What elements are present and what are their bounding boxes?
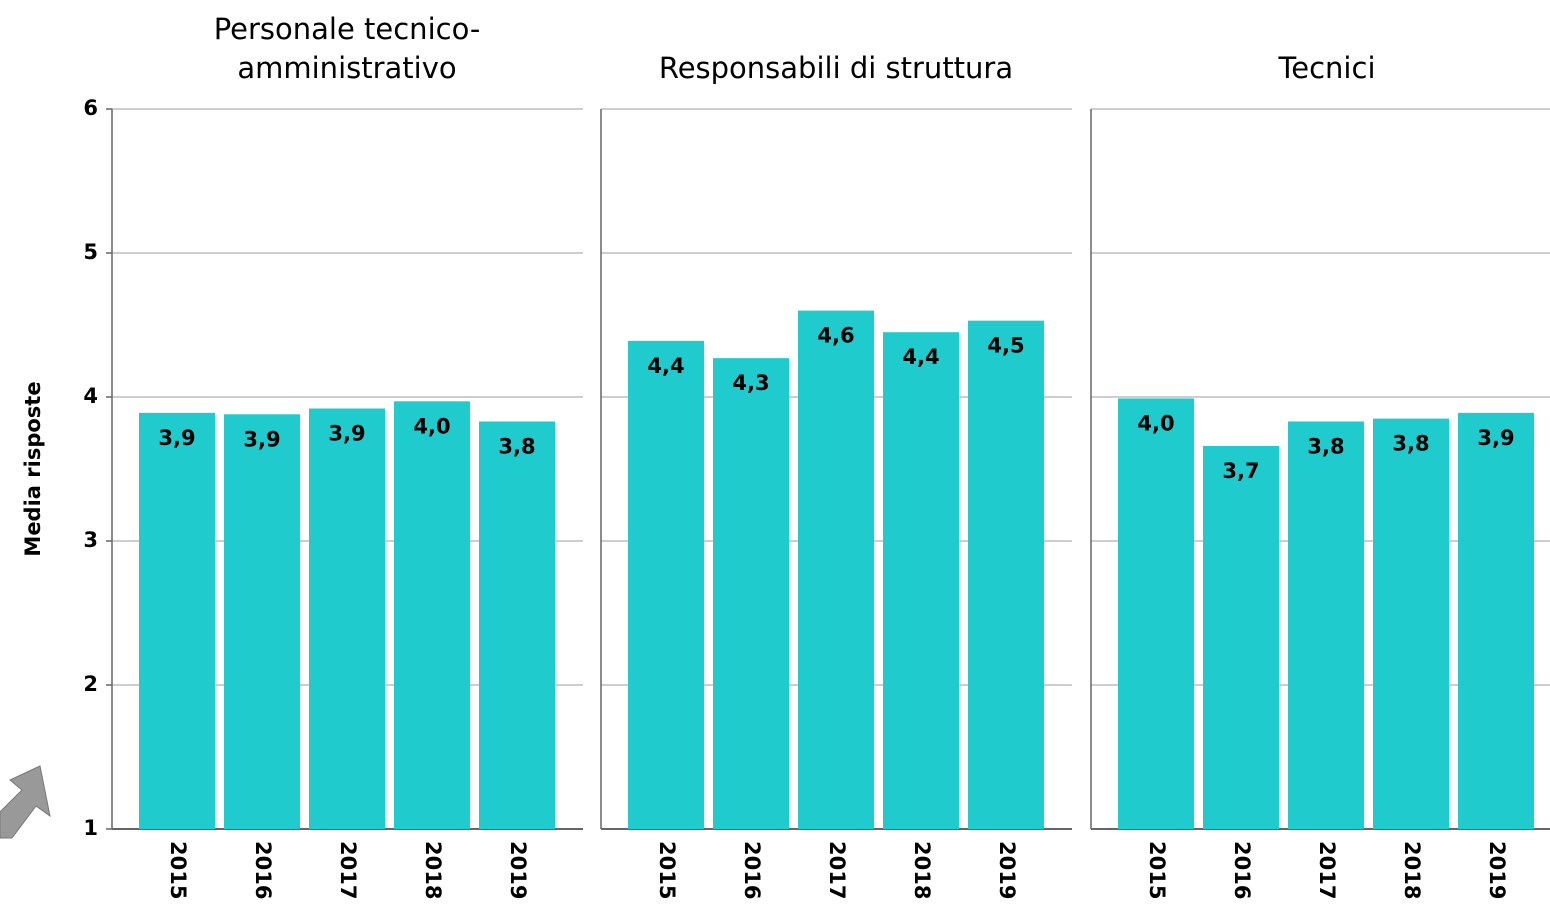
bar [224,414,300,829]
data-label: 3,9 [328,422,365,446]
bar [1373,418,1449,829]
bar [1288,421,1364,829]
data-label: 3,7 [1222,459,1259,483]
y-tick-label: 1 [83,816,98,840]
panel-title: Responsabili di struttura [659,51,1013,85]
bar [713,358,789,829]
bar [139,412,215,829]
x-tick-label: 2015 [1145,841,1169,899]
x-tick-label: 2019 [506,841,530,899]
x-tick-label: 2018 [1400,841,1424,899]
y-tick-label: 2 [83,672,98,696]
data-label: 3,9 [1477,426,1514,450]
data-label: 3,8 [1307,434,1344,458]
x-tick-label: 2015 [655,841,679,899]
x-tick-label: 2015 [166,841,190,899]
x-tick-label: 2019 [1485,841,1509,899]
panel-title: Personale tecnico- [214,12,481,46]
bar [883,332,959,829]
panel-title: Tecnici [1277,51,1375,85]
data-label: 4,0 [413,414,450,438]
data-label: 4,6 [817,324,854,348]
panel-title: amministrativo [237,51,456,85]
y-tick-label: 4 [83,384,98,408]
data-label: 4,3 [732,371,769,395]
data-label: 4,5 [987,334,1024,358]
data-label: 4,4 [902,345,939,369]
y-tick-label: 5 [83,240,98,264]
x-tick-label: 2019 [995,841,1019,899]
arrow-icon [0,765,51,839]
data-label: 3,9 [243,427,280,451]
bar [309,408,385,829]
y-tick-label: 3 [83,528,98,552]
data-label: 4,4 [647,354,684,378]
x-tick-label: 2017 [825,841,849,899]
y-axis-label: Media risposte [21,381,45,556]
bar [1458,412,1534,829]
x-tick-label: 2018 [421,841,445,899]
bar [628,340,704,829]
bar [798,310,874,830]
data-label: 4,0 [1137,411,1174,435]
x-tick-label: 2017 [336,841,360,899]
data-label: 3,9 [158,426,195,450]
x-tick-label: 2016 [1230,841,1254,899]
x-tick-label: 2016 [740,841,764,899]
bar [394,401,470,829]
bar [1203,445,1279,829]
x-tick-label: 2018 [910,841,934,899]
data-label: 3,8 [498,434,535,458]
bar [479,421,555,829]
bar [968,320,1044,829]
x-tick-label: 2016 [251,841,275,899]
x-tick-label: 2017 [1315,841,1339,899]
bar [1118,398,1194,829]
y-tick-label: 6 [83,96,98,120]
data-label: 3,8 [1392,432,1429,456]
